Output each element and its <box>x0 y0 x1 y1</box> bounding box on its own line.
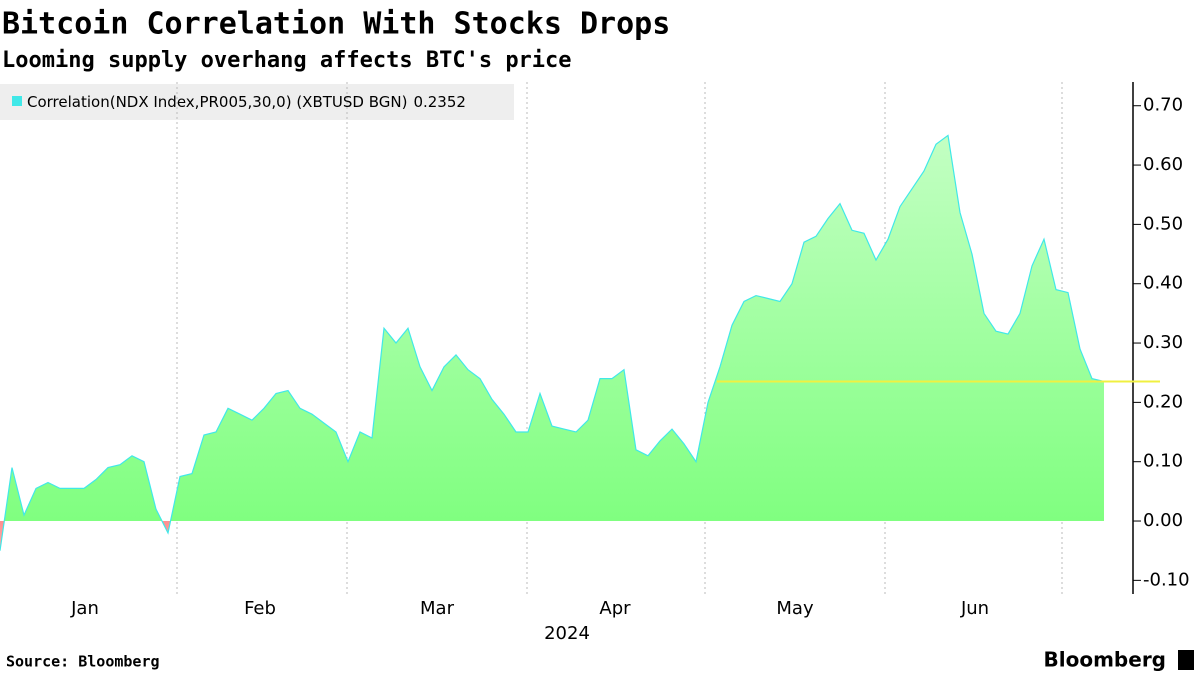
legend-name: Correlation(NDX Index,PR005,30,0) (XBTUS… <box>27 93 407 111</box>
y-tick-label: 0.00 <box>1143 510 1183 531</box>
x-tick-label: Mar <box>420 598 455 619</box>
y-tick-label: 0.70 <box>1143 95 1183 116</box>
x-tick-label: Jan <box>70 598 99 619</box>
x-tick-label: Apr <box>599 598 631 619</box>
x-tick-label: Jun <box>960 598 989 619</box>
y-tick-label: -0.10 <box>1143 569 1190 590</box>
legend-entry: Correlation(NDX Index,PR005,30,0) (XBTUS… <box>27 93 466 111</box>
y-tick-label: 0.30 <box>1143 332 1183 353</box>
legend-value: 0.2352 <box>413 93 466 111</box>
x-tick-label: May <box>776 598 814 619</box>
x-tick-label: Feb <box>244 598 276 619</box>
legend-box <box>0 84 514 120</box>
y-tick-label: 0.10 <box>1143 451 1183 472</box>
chart-title: Bitcoin Correlation With Stocks Drops <box>2 7 670 42</box>
y-tick-label: 0.20 <box>1143 391 1183 412</box>
brand: Bloomberg <box>1044 648 1166 672</box>
y-tick-label: 0.60 <box>1143 154 1183 175</box>
y-tick-label: 0.50 <box>1143 213 1183 234</box>
area <box>0 135 1104 551</box>
x-axis-label: 2024 <box>544 623 590 644</box>
y-tick-label: 0.40 <box>1143 273 1183 294</box>
chart-subtitle: Looming supply overhang affects BTC's pr… <box>2 48 572 73</box>
legend-swatch <box>12 96 22 106</box>
brand-icon <box>1178 650 1194 670</box>
source: Source: Bloomberg <box>6 653 160 671</box>
line <box>0 134 1105 551</box>
